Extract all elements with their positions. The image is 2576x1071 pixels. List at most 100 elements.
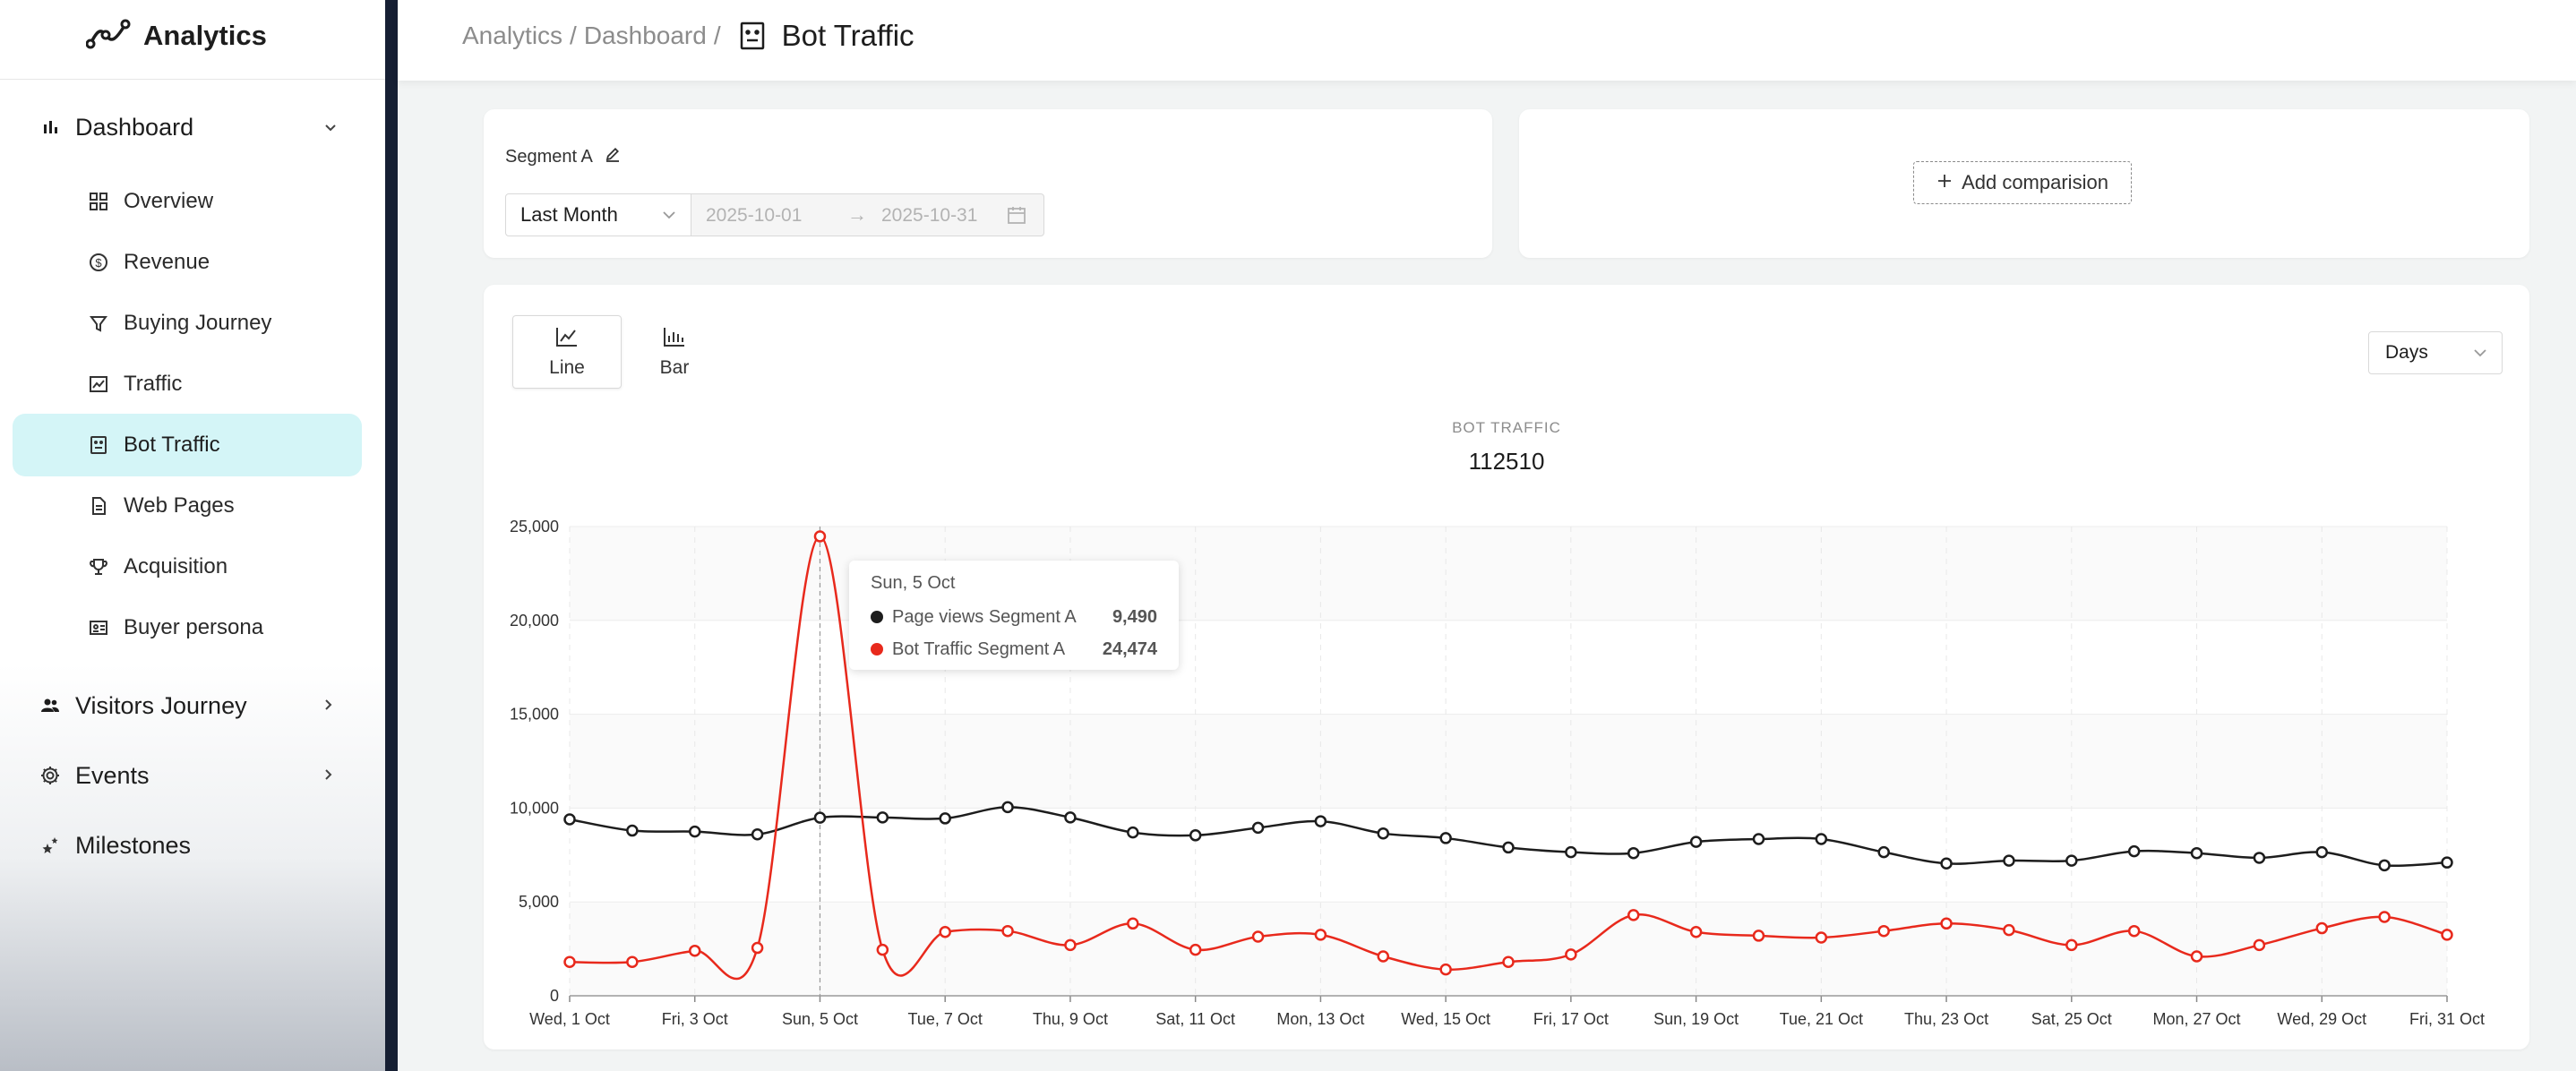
add-comparison-label: Add comparision	[1962, 171, 2108, 193]
data-point[interactable]	[1314, 815, 1327, 827]
data-point[interactable]	[1064, 811, 1077, 824]
data-point[interactable]	[939, 812, 951, 825]
data-point[interactable]	[2253, 852, 2266, 864]
data-point[interactable]	[939, 925, 951, 938]
add-comparison-button[interactable]: Add comparision	[1913, 161, 2132, 204]
data-point[interactable]	[2003, 854, 2015, 867]
data-point[interactable]	[1940, 857, 1953, 870]
data-point[interactable]	[2127, 924, 2141, 938]
data-point[interactable]	[688, 944, 701, 957]
data-point[interactable]	[1627, 846, 1640, 860]
x-tick-label: Wed, 1 Oct	[529, 1010, 610, 1028]
data-point[interactable]	[563, 813, 576, 826]
data-point[interactable]	[2065, 854, 2078, 867]
tooltip-legend-dot	[871, 611, 883, 623]
interval-select[interactable]: Days	[2368, 331, 2503, 374]
sidebar-item-bot-traffic[interactable]: Bot Traffic	[13, 414, 362, 476]
data-point[interactable]	[1001, 801, 1014, 814]
data-point[interactable]	[1752, 930, 1765, 942]
data-point[interactable]	[1815, 931, 1828, 944]
sidebar-item-label: Revenue	[124, 250, 210, 274]
data-point[interactable]	[1127, 917, 1139, 930]
data-point[interactable]	[1877, 924, 1890, 938]
data-point[interactable]	[1565, 948, 1577, 961]
tooltip-row: Page views Segment A 9,490	[871, 605, 1157, 629]
series-line-page-views	[569, 806, 2448, 868]
data-point[interactable]	[2315, 845, 2329, 859]
date-range-picker[interactable]: 2025-10-01 → 2025-10-31	[691, 193, 1044, 236]
data-point[interactable]	[1439, 832, 1452, 844]
data-point[interactable]	[813, 811, 827, 824]
data-point[interactable]	[1251, 930, 1265, 943]
data-point[interactable]	[1377, 827, 1390, 840]
data-point[interactable]	[2190, 950, 2203, 963]
edit-icon[interactable]	[604, 145, 622, 168]
sidebar-item-label: Traffic	[124, 372, 183, 396]
sidebar-item-web-pages[interactable]: Web Pages	[13, 475, 362, 537]
data-point[interactable]	[1314, 929, 1327, 941]
data-point[interactable]	[1064, 938, 1077, 952]
data-point[interactable]	[1815, 833, 1828, 845]
data-point[interactable]	[1689, 925, 1703, 938]
data-point[interactable]	[1689, 835, 1703, 848]
data-point[interactable]	[1189, 829, 1202, 842]
data-point[interactable]	[1752, 833, 1765, 845]
data-point[interactable]	[1439, 963, 1452, 976]
data-point[interactable]	[2003, 923, 2015, 937]
sidebar-group-dashboard[interactable]: Dashboard	[0, 100, 385, 154]
sidebar-item-buying-journey[interactable]: Buying Journey	[13, 292, 362, 355]
users-icon	[39, 695, 61, 716]
chevron-right-icon	[324, 766, 333, 786]
data-point[interactable]	[2378, 859, 2391, 872]
x-tick-label: Mon, 13 Oct	[1276, 1010, 1364, 1028]
data-point[interactable]	[876, 811, 889, 824]
breadcrumb-analytics[interactable]: Analytics	[462, 21, 563, 49]
data-point[interactable]	[1502, 955, 1515, 969]
sidebar-group-label: Visitors Journey	[75, 691, 247, 719]
sidebar-group-visitors-journey[interactable]: Visitors Journey	[0, 679, 385, 733]
date-range-preset-select[interactable]: Last Month	[505, 193, 691, 236]
data-point[interactable]	[2441, 929, 2453, 941]
data-point[interactable]	[563, 955, 576, 969]
data-point[interactable]	[1001, 924, 1014, 938]
data-point[interactable]	[626, 824, 639, 837]
sidebar-divider	[385, 0, 398, 1071]
data-point[interactable]	[751, 941, 764, 955]
data-point[interactable]	[2315, 921, 2329, 935]
data-point[interactable]	[1627, 909, 1640, 921]
data-point[interactable]	[626, 955, 639, 969]
sidebar-group-events[interactable]: Events	[0, 749, 385, 802]
brand[interactable]: Analytics	[85, 16, 267, 56]
breadcrumb-dashboard[interactable]: Dashboard	[583, 21, 707, 49]
sidebar-group-milestones[interactable]: Milestones	[0, 818, 385, 872]
data-point[interactable]	[1502, 841, 1515, 854]
data-point[interactable]	[2378, 911, 2391, 923]
data-point[interactable]	[2065, 938, 2078, 952]
sidebar-item-overview[interactable]: Overview	[13, 170, 362, 233]
line-chart-toggle[interactable]: Line	[512, 315, 622, 389]
data-point[interactable]	[2253, 938, 2266, 952]
bar-chart-toggle[interactable]: Bar	[620, 315, 729, 389]
tooltip-series-name: Bot Traffic Segment A	[892, 638, 1066, 659]
data-point[interactable]	[813, 530, 827, 543]
data-point[interactable]	[1877, 845, 1890, 859]
data-point[interactable]	[688, 825, 701, 838]
date-range-arrow: →	[847, 203, 867, 226]
data-point[interactable]	[1565, 845, 1577, 859]
data-point[interactable]	[1127, 826, 1139, 839]
sidebar-item-revenue[interactable]: $ Revenue	[13, 231, 362, 294]
data-point[interactable]	[2190, 846, 2203, 860]
data-point[interactable]	[876, 943, 889, 956]
data-point[interactable]	[751, 827, 764, 841]
data-point[interactable]	[1940, 917, 1953, 930]
sidebar-item-acquisition[interactable]: Acquisition	[13, 536, 362, 598]
data-point[interactable]	[1251, 821, 1265, 835]
data-point[interactable]	[1377, 950, 1390, 963]
sidebar-item-traffic[interactable]: Traffic	[13, 353, 362, 416]
data-point[interactable]	[2127, 844, 2141, 858]
brand-name: Analytics	[143, 20, 267, 51]
data-point[interactable]	[2441, 856, 2453, 869]
bar-chart-icon	[662, 325, 687, 354]
sidebar-item-buyer-persona[interactable]: Buyer persona	[13, 596, 362, 659]
data-point[interactable]	[1189, 943, 1202, 956]
